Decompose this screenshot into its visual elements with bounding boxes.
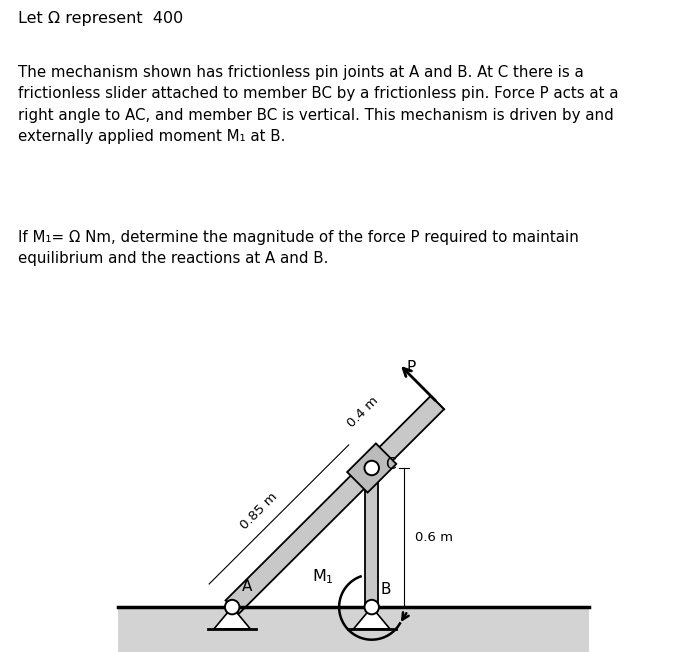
Polygon shape: [365, 468, 378, 607]
Text: 0.6 m: 0.6 m: [415, 531, 453, 544]
Text: C: C: [385, 457, 396, 472]
Polygon shape: [354, 607, 390, 629]
Text: P: P: [406, 360, 416, 375]
Polygon shape: [347, 443, 396, 492]
Text: The mechanism shown has frictionless pin joints at A and B. At C there is a
fric: The mechanism shown has frictionless pin…: [18, 65, 618, 144]
Text: M$_1$: M$_1$: [312, 567, 334, 586]
Circle shape: [225, 600, 239, 614]
Text: 0.85 m: 0.85 m: [237, 490, 280, 532]
Bar: [118, 607, 589, 652]
Polygon shape: [214, 607, 251, 629]
Polygon shape: [225, 396, 444, 614]
Text: 0.4 m: 0.4 m: [345, 394, 382, 430]
Text: If M₁= Ω Nm, determine the magnitude of the force P required to maintain
equilib: If M₁= Ω Nm, determine the magnitude of …: [18, 230, 578, 266]
Circle shape: [365, 600, 379, 614]
Text: B: B: [380, 582, 391, 597]
Text: Let Ω represent  400: Let Ω represent 400: [18, 11, 183, 26]
Circle shape: [365, 461, 379, 475]
Text: A: A: [241, 579, 252, 594]
